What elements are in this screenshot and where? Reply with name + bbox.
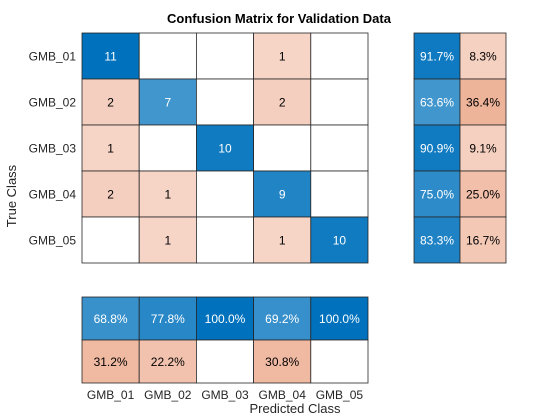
column-summary-value: 30.8%: [265, 355, 299, 369]
x-tick-label: GMB_01: [87, 388, 135, 402]
y-tick-label: GMB_01: [29, 50, 77, 64]
matrix-cell-value: 2: [107, 188, 114, 202]
matrix-cell: [310, 216, 369, 264]
column-summary-cell: [253, 339, 312, 384]
matrix-cell: [310, 32, 369, 80]
row-summary-cell: [459, 216, 507, 264]
matrix-cell: [81, 216, 140, 264]
row-summary-value: 25.0%: [466, 188, 500, 202]
row-summary-cell: [459, 170, 507, 218]
row-summary-cell: [413, 78, 461, 126]
x-tick-label: GMB_03: [201, 388, 249, 402]
matrix-cell: [253, 32, 312, 80]
matrix-cell: [81, 170, 140, 218]
row-summary-value: 91.7%: [420, 50, 454, 64]
row-summary-value: 16.7%: [466, 234, 500, 248]
column-summary-cell: [310, 296, 369, 341]
row-summary-value: 90.9%: [420, 142, 454, 156]
matrix-cell-value: 1: [279, 50, 286, 64]
row-summary-value: 9.1%: [469, 142, 497, 156]
matrix-cell: [310, 78, 369, 126]
matrix-cell-value: 10: [333, 234, 347, 248]
matrix-cell: [253, 170, 312, 218]
matrix-cell-value: 1: [107, 142, 114, 156]
x-tick-label: GMB_02: [144, 388, 192, 402]
column-summary-value: 68.8%: [94, 312, 128, 326]
column-summary-grid: 68.8% 77.8% 100.0% 69.2% 100.0% 31.2% 22.2% 30.…: [81, 296, 369, 384]
y-axis-label: True Class: [4, 164, 19, 227]
matrix-cell-value: 1: [279, 234, 286, 248]
matrix-grid: 11 12 7 21 102 1 91 1 10: [81, 32, 369, 264]
row-summary-value: 8.3%: [469, 50, 497, 64]
column-summary-value: 22.2%: [151, 355, 185, 369]
row-summary-cell: [413, 170, 461, 218]
matrix-cell: [195, 32, 254, 80]
matrix-cell: [81, 78, 140, 126]
x-tick-label: GMB_04: [259, 388, 307, 402]
y-tick-label: GMB_04: [29, 188, 77, 202]
matrix-cell: [195, 216, 254, 264]
y-tick-label: GMB_02: [29, 96, 77, 110]
matrix-cell-value: 1: [164, 188, 171, 202]
y-tick-label: GMB_05: [29, 234, 77, 248]
column-summary-value: 100.0%: [205, 312, 246, 326]
row-summary-value: 75.0%: [420, 188, 454, 202]
matrix-cell: [253, 216, 312, 264]
matrix-cell: [138, 32, 197, 80]
column-summary-cell: [253, 296, 312, 341]
row-summary-value: 63.6%: [420, 96, 454, 110]
matrix-cell-value: 7: [164, 96, 171, 110]
matrix-cell: [195, 78, 254, 126]
matrix-cell: [81, 32, 140, 80]
column-summary-cell: [310, 339, 369, 384]
column-summary-value: 31.2%: [94, 355, 128, 369]
y-tick-label: GMB_03: [29, 142, 77, 156]
matrix-cell-value: 1: [164, 234, 171, 248]
column-summary-cell: [81, 339, 140, 384]
matrix-cell-value: 2: [279, 96, 286, 110]
x-axis-label: Predicted Class: [249, 401, 341, 416]
row-summary-cell: [413, 216, 461, 264]
matrix-cell-value: 10: [218, 142, 232, 156]
matrix-cell: [195, 170, 254, 218]
row-summary-value: 36.4%: [466, 96, 500, 110]
row-summary-grid: 91.7% 8.3% 63.6% 36.4% 90.9% 9.1% 75.0% 25.0% 83…: [413, 32, 507, 264]
axis-labels: GMB_01 GMB_01 GMB_02 GMB_02 GMB_03 GMB_03 GMB_…: [29, 50, 364, 403]
column-summary-value: 77.8%: [151, 312, 185, 326]
matrix-cell-value: 9: [279, 188, 286, 202]
row-summary-cell: [413, 32, 461, 80]
matrix-cell: [81, 124, 140, 172]
chart-title: Confusion Matrix for Validation Data: [167, 11, 392, 26]
x-tick-label: GMB_05: [316, 388, 364, 402]
matrix-cell-value: 11: [104, 50, 117, 64]
matrix-cell: [138, 124, 197, 172]
matrix-cell: [138, 78, 197, 126]
matrix-cell: [310, 170, 369, 218]
column-summary-value: 100.0%: [319, 312, 360, 326]
row-summary-value: 83.3%: [420, 234, 454, 248]
column-summary-cell: [138, 296, 197, 341]
matrix-cell-value: 2: [107, 96, 114, 110]
column-summary-cell: [195, 339, 254, 384]
row-summary-cell: [459, 78, 507, 126]
matrix-cell: [310, 124, 369, 172]
matrix-cell: [253, 124, 312, 172]
row-summary-cell: [459, 124, 507, 172]
row-summary-cell: [413, 124, 461, 172]
column-summary-value: 69.2%: [265, 312, 299, 326]
